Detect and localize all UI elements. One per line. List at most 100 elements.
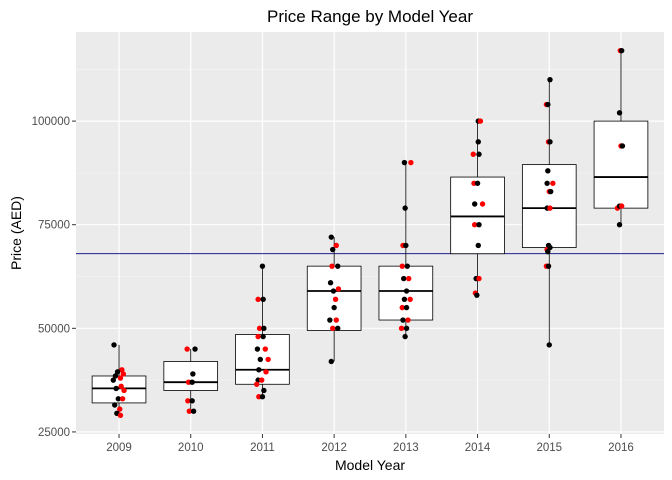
- data-point: [335, 325, 341, 332]
- data-point: [262, 346, 269, 352]
- data-point: [118, 383, 124, 390]
- data-point: [117, 406, 123, 412]
- y-tick-label: 25000: [38, 427, 70, 439]
- data-point: [403, 242, 409, 249]
- data-point: [186, 408, 192, 414]
- x-tick-label: 2015: [536, 442, 562, 454]
- data-point: [619, 143, 626, 149]
- data-point: [328, 358, 334, 365]
- y-tick-label: 50000: [38, 323, 70, 335]
- data-point: [254, 346, 261, 352]
- data-point: [256, 367, 262, 373]
- data-point: [327, 280, 334, 286]
- data-point: [335, 263, 341, 269]
- x-axis-title: Model Year: [335, 457, 405, 473]
- data-point: [329, 263, 335, 269]
- y-axis-title: Price (AED): [8, 196, 24, 270]
- data-point: [407, 296, 413, 303]
- box-2016: [593, 50, 649, 225]
- data-point: [111, 342, 117, 348]
- data-point: [259, 394, 266, 400]
- x-tick-label: 2014: [465, 442, 491, 454]
- box-body: [593, 120, 649, 209]
- x-tick-label: 2012: [321, 442, 347, 454]
- x-tick-label: 2010: [178, 442, 204, 454]
- data-point: [545, 263, 552, 269]
- data-point: [399, 304, 405, 311]
- data-point: [112, 402, 118, 408]
- data-point: [117, 412, 124, 419]
- data-point: [260, 333, 266, 340]
- data-point: [189, 379, 195, 385]
- data-point: [265, 356, 271, 363]
- x-tick-label: 2013: [393, 442, 419, 454]
- data-point: [476, 222, 482, 228]
- data-point: [261, 325, 267, 332]
- data-point: [259, 377, 265, 383]
- data-point: [403, 325, 410, 332]
- data-point: [471, 222, 478, 228]
- box-2014: [450, 121, 505, 296]
- data-point: [406, 275, 412, 282]
- data-point: [475, 242, 481, 249]
- y-tick-label: 75000: [38, 220, 70, 232]
- data-point: [263, 369, 269, 375]
- data-point: [259, 263, 266, 269]
- data-point: [616, 222, 623, 228]
- box-group: [91, 50, 649, 416]
- data-point: [121, 387, 127, 394]
- data-point: [544, 180, 550, 186]
- data-point: [545, 101, 551, 108]
- data-point: [333, 317, 339, 323]
- data-point: [260, 296, 266, 303]
- data-point: [113, 385, 119, 392]
- box-body: [450, 176, 505, 255]
- data-point: [112, 373, 119, 379]
- data-point: [117, 375, 124, 381]
- x-tick-label: 2009: [106, 442, 132, 454]
- data-point: [254, 381, 260, 387]
- data-point: [332, 296, 339, 303]
- data-point: [616, 110, 623, 116]
- data-point: [479, 201, 486, 207]
- data-point: [474, 180, 481, 186]
- data-point: [330, 288, 337, 294]
- data-point: [399, 263, 405, 269]
- x-tick-label: 2011: [250, 442, 275, 454]
- data-point: [618, 203, 625, 209]
- data-point: [545, 248, 551, 255]
- data-point: [474, 292, 480, 298]
- data-point: [402, 333, 408, 340]
- data-point: [547, 244, 553, 251]
- point-group: [110, 47, 626, 419]
- data-point: [120, 371, 127, 377]
- data-point: [190, 371, 196, 377]
- x-axis: 2009 2010 2011 2012 2013 2014 2015 2016: [106, 434, 634, 454]
- data-point: [398, 325, 405, 332]
- data-point: [476, 151, 482, 157]
- data-point: [477, 118, 484, 124]
- box-body: [163, 361, 219, 391]
- data-point: [550, 180, 556, 186]
- data-point: [330, 325, 336, 332]
- data-point: [403, 288, 410, 294]
- data-point: [190, 408, 197, 414]
- data-point: [327, 317, 333, 323]
- data-point: [257, 356, 263, 363]
- data-point: [547, 205, 553, 211]
- data-point: [470, 151, 476, 157]
- data-point: [192, 346, 198, 352]
- data-point: [335, 286, 342, 292]
- data-point: [408, 159, 414, 166]
- x-tick-label: 2016: [608, 442, 634, 454]
- data-point: [402, 205, 408, 211]
- data-point: [184, 346, 190, 352]
- data-point: [404, 263, 410, 269]
- data-point: [401, 159, 408, 166]
- data-point: [261, 387, 267, 394]
- data-point: [115, 396, 122, 402]
- data-point: [333, 242, 339, 249]
- data-point: [618, 47, 625, 54]
- data-point: [255, 333, 261, 340]
